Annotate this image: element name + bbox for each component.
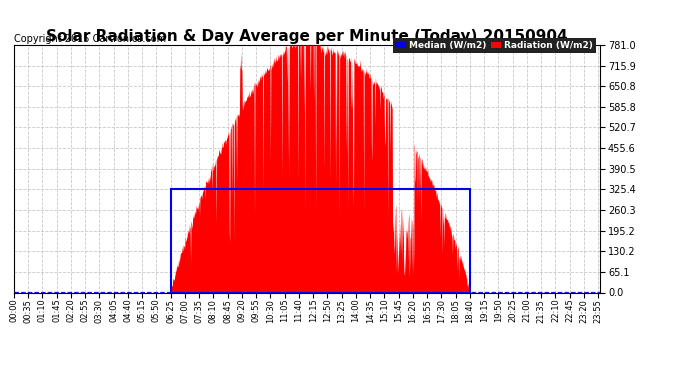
Title: Solar Radiation & Day Average per Minute (Today) 20150904: Solar Radiation & Day Average per Minute…	[46, 29, 568, 44]
Legend: Median (W/m2), Radiation (W/m2): Median (W/m2), Radiation (W/m2)	[393, 38, 595, 53]
Text: Copyright 2015 Cartronics.com: Copyright 2015 Cartronics.com	[14, 34, 166, 44]
Bar	[170, 189, 470, 292]
